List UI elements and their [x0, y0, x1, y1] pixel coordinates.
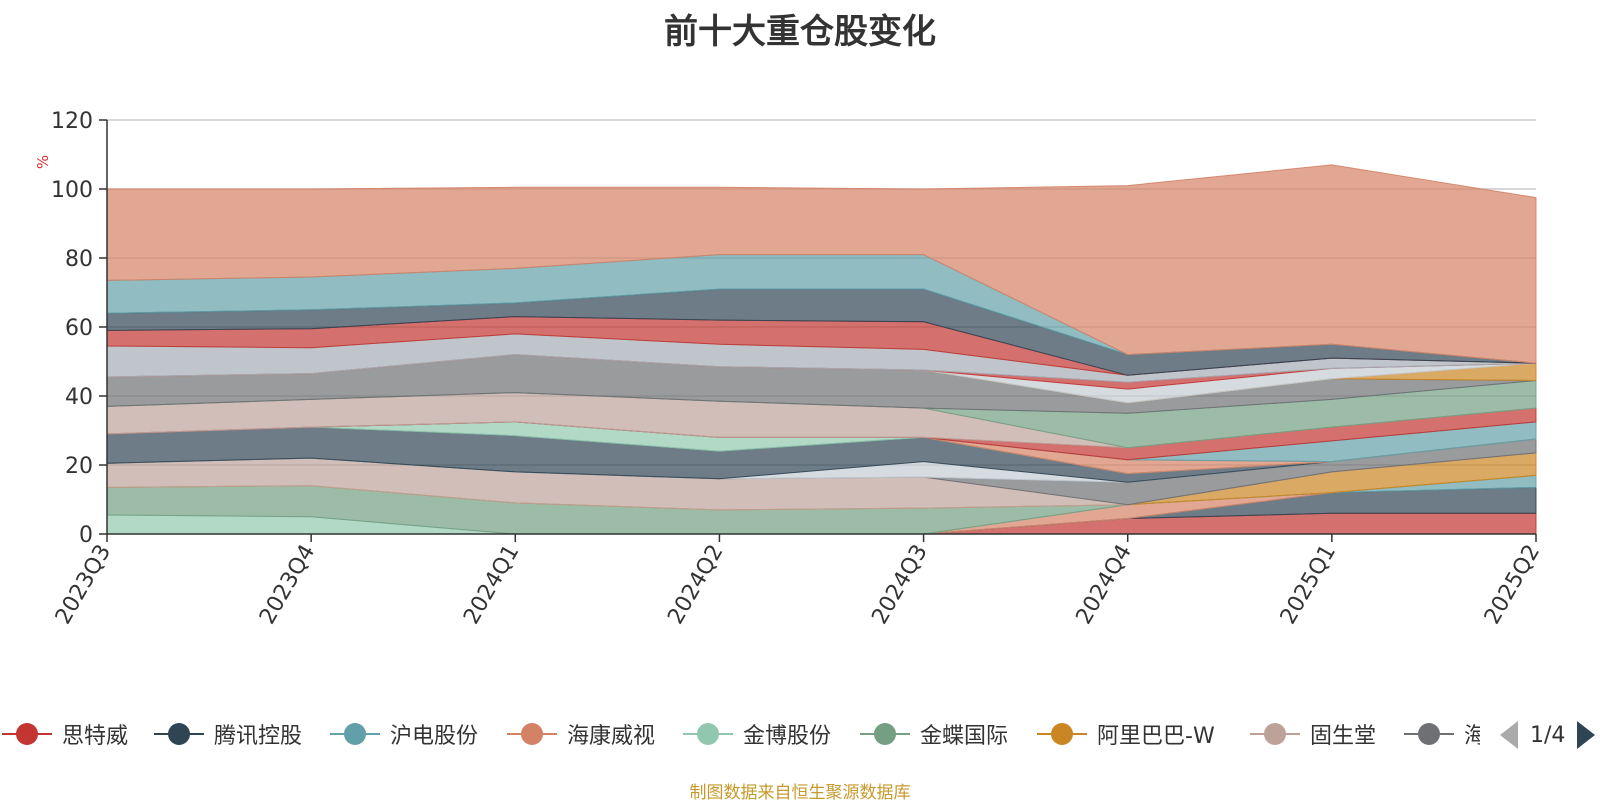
legend-marker-icon	[507, 719, 557, 749]
legend-marker-icon	[683, 719, 733, 749]
x-tick-label: 2025Q2	[1480, 541, 1545, 629]
legend-item[interactable]: 海	[1404, 716, 1480, 752]
x-tick-label: 2024Q1	[459, 541, 524, 629]
legend-label: 思特威	[62, 724, 129, 749]
area-series	[106, 164, 1537, 535]
legend-label: 阿里巴巴-W	[1097, 724, 1215, 749]
x-tick-label: 2024Q4	[1072, 541, 1137, 629]
legend-label: 海	[1464, 724, 1480, 749]
y-tick-label: 20	[65, 454, 93, 479]
x-tick-label: 2024Q3	[867, 541, 932, 629]
x-tick-label: 2024Q2	[663, 541, 728, 629]
x-tick-label: 2023Q3	[51, 541, 116, 629]
triangle-left-icon[interactable]	[1500, 721, 1518, 749]
x-tick-label: 2023Q4	[255, 541, 320, 629]
legend-item[interactable]: 海康威视	[507, 716, 655, 752]
y-tick-label: 60	[65, 316, 93, 341]
legend-marker-icon	[1250, 719, 1300, 749]
legend-page-indicator: 1/4	[1530, 722, 1566, 748]
legend-marker-icon	[330, 719, 380, 749]
legend-label: 金博股份	[743, 724, 832, 749]
y-tick-label: 100	[51, 178, 93, 203]
y-axis-unit-label: %	[34, 155, 52, 169]
legend-pager: 1/4	[1500, 718, 1596, 752]
source-footnote: 制图数据来自恒生聚源数据库	[689, 783, 911, 803]
x-tick-label: 2025Q1	[1276, 541, 1341, 629]
stacked-area-chart: 0 20 40 60 80 100 120 2023Q3 2023Q4 2024Q1 2024Q2 2…	[34, 109, 1545, 629]
legend-label: 金蝶国际	[920, 724, 1009, 749]
legend-marker-icon	[2, 719, 52, 749]
legend-marker-icon	[154, 719, 204, 749]
legend-label: 沪电股份	[390, 724, 479, 749]
legend-marker-icon	[1037, 719, 1087, 749]
y-tick-label: 40	[65, 385, 93, 410]
legend-marker-icon	[1404, 719, 1454, 749]
y-tick-label: 0	[79, 523, 93, 548]
legend-item[interactable]: 阿里巴巴-W	[1037, 716, 1215, 752]
triangle-right-icon[interactable]	[1577, 721, 1596, 749]
legend-item[interactable]: 思特威	[2, 716, 128, 752]
legend-label: 海康威视	[567, 724, 656, 749]
legend-label: 腾讯控股	[214, 724, 303, 749]
legend-marker-icon	[860, 719, 910, 749]
y-tick-label: 120	[51, 109, 93, 134]
y-tick-label: 80	[65, 247, 93, 272]
area-series-26[interactable]	[106, 164, 1537, 364]
legend-label: 固生堂	[1310, 724, 1377, 749]
legend-item[interactable]: 金博股份	[683, 716, 831, 752]
chart-title: 前十大重仓股变化	[664, 12, 936, 52]
legend-item[interactable]: 金蝶国际	[860, 716, 1008, 752]
legend-item[interactable]: 沪电股份	[330, 716, 478, 752]
legend-item[interactable]: 固生堂	[1250, 716, 1376, 752]
legend: 思特威 腾讯控股 沪电股份 海康威视 金博股份 金蝶国际 阿里巴巴-W 固生堂 海	[0, 716, 1480, 752]
legend-item[interactable]: 腾讯控股	[154, 716, 302, 752]
